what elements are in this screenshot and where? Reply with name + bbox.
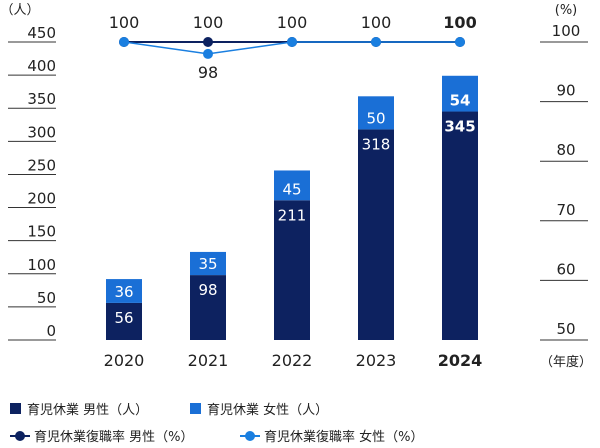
legend-female-bar-swatch [190,403,201,414]
left-tick-label: 250 [27,156,56,174]
left-tick-label: 450 [27,24,56,42]
bar-male-value-label: 211 [278,206,307,224]
right-tick-label: 70 [556,201,575,219]
line-female-value-label: 98 [198,63,218,82]
x-tick-label: 2024 [438,351,483,370]
x-tick-label: 2022 [272,351,313,370]
right-tick-label: 100 [552,22,581,40]
bar-male-value-label: 345 [444,118,475,136]
bar-female [274,170,310,201]
line-female-point [287,37,297,47]
left-tick-label: 0 [46,322,56,340]
right-axis-unit: (%) [555,3,578,18]
left-tick-label: 300 [27,123,56,141]
x-tick-label: 2020 [104,351,145,370]
bar-female [190,251,226,276]
bar-female-value-label: 50 [366,109,385,127]
legend-female-line-marker [240,430,260,442]
left-tick-label: 150 [27,223,56,241]
left-tick-label: 100 [27,256,56,274]
line-value-label: 100 [109,13,140,32]
line-male-point [203,37,213,47]
bar-male [358,129,394,340]
bar-female-value-label: 54 [450,92,471,110]
legend-male-bar-swatch [10,403,21,414]
line-value-label: 100 [361,13,392,32]
bar-female-value-label: 36 [114,283,133,301]
line-female-point [455,37,465,47]
left-tick-label: 400 [27,57,56,75]
x-axis-label: （年度） [540,354,592,370]
legend-male-bar-label: 育児休業 男性（人） [27,403,149,418]
bar-male-value-label: 318 [362,135,391,153]
line-value-label: 100 [443,13,476,32]
left-tick-label: 200 [27,190,56,208]
bar-female [106,279,142,303]
x-tick-label: 2021 [188,351,229,370]
legend-male-line: 育児休業復職率 男性（%） [10,426,194,445]
left-tick-label: 350 [27,90,56,108]
line-female-point [203,48,213,59]
line-value-label: 100 [193,13,224,32]
left-axis-unit: （人） [0,3,39,18]
legend-male-line-label: 育児休業復職率 男性（%） [34,430,194,445]
line-female-point [371,37,381,47]
legend-female-line: 育児休業復職率 女性（%） [240,426,424,445]
bar-female [442,75,478,112]
line-value-label: 100 [277,13,308,32]
line-female-point [119,37,129,47]
bar-male [190,275,226,340]
left-tick-label: 50 [37,289,56,307]
x-tick-label: 2023 [356,351,397,370]
legend-male-line-marker [10,430,30,442]
right-tick-label: 90 [556,82,575,100]
legend-female-bar-label: 育児休業 女性（人） [207,403,329,418]
legend-male-bar: 育児休業 男性（人） [10,399,148,418]
bar-male-value-label: 56 [114,309,133,327]
right-tick-label: 60 [556,260,575,278]
legend-female-bar: 育児休業 女性（人） [190,399,328,418]
bar-male-value-label: 98 [198,281,217,299]
bar-female-value-label: 35 [198,255,217,273]
bar-male [106,302,142,340]
bar-female-value-label: 45 [282,180,301,198]
bar-female [358,96,394,130]
right-tick-label: 50 [556,320,575,338]
right-tick-label: 80 [556,141,575,159]
bar-male [442,111,478,341]
legend-female-line-label: 育児休業復職率 女性（%） [264,430,424,445]
bar-male [274,200,310,340]
